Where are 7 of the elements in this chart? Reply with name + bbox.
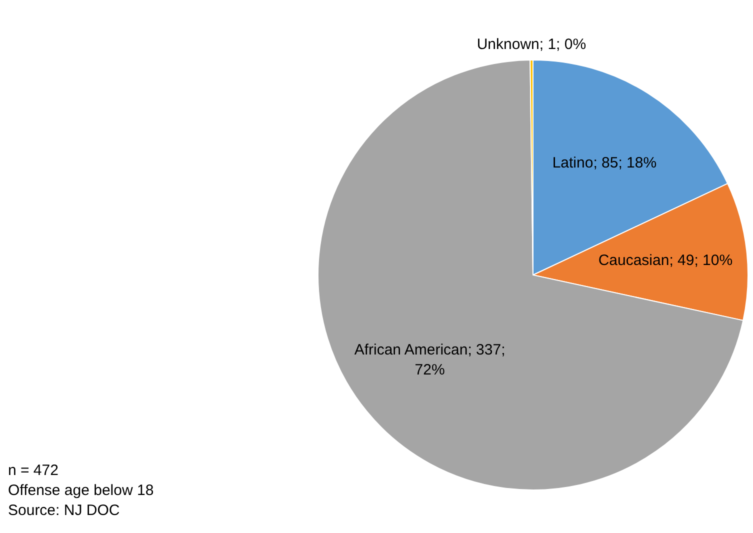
slice-label: Caucasian; 49; 10%	[598, 251, 733, 268]
text: Offense age below 18	[8, 481, 154, 501]
text: n = 472	[8, 461, 60, 481]
slice-label: Latino; 85; 18%	[552, 154, 657, 171]
slice-label: Unknown; 1; 0%	[476, 36, 586, 53]
slice-label: African American; 337; 72%	[354, 340, 506, 378]
source-note: Source: NJ DOC	[8, 501, 121, 521]
